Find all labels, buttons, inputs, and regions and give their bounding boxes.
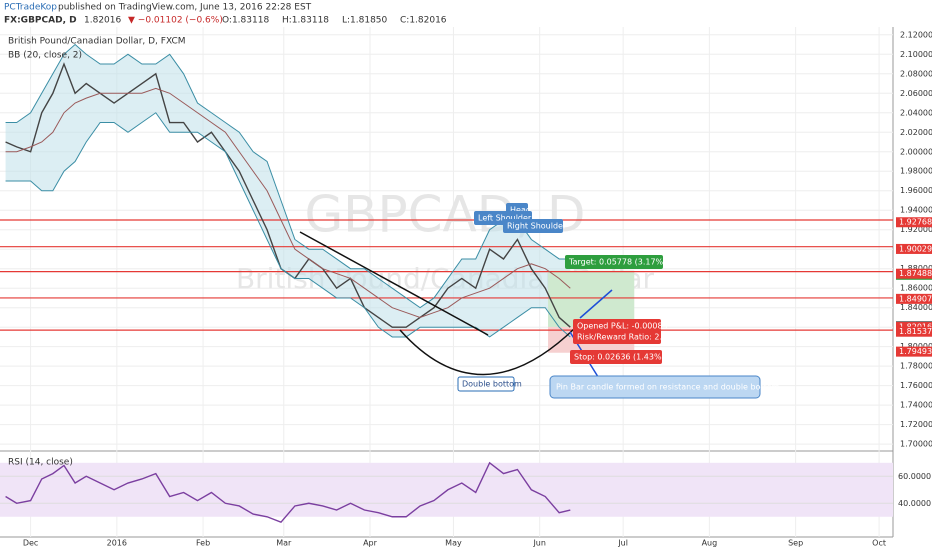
y-tick-label: 2.06000 <box>900 89 932 98</box>
price-label-box <box>896 217 932 228</box>
series-line <box>5 43 571 309</box>
price-label: 1.84907 <box>899 294 932 303</box>
x-tick-label: Aug <box>702 539 718 548</box>
trendline <box>299 231 489 336</box>
risk-reward: Risk/Reward Ratio: 2.22 <box>577 333 672 342</box>
published: published on TradingView.com, June 13, 2… <box>58 3 312 13</box>
y-tick-label: 2.04000 <box>900 108 932 117</box>
price-label-box <box>896 293 932 304</box>
y-tick-label: 1.98000 <box>900 167 932 176</box>
target-zone <box>548 270 635 327</box>
high: H:1.83118 <box>282 16 329 26</box>
legend-indicator: BB (20, close, 2) <box>8 51 82 61</box>
price-label: 1.81537 <box>899 327 932 336</box>
y-tick-label: 1.74000 <box>900 401 932 410</box>
stop: Stop: 0.02636 (1.43%) <box>574 353 665 362</box>
x-tick-label: Sep <box>788 539 803 548</box>
x-tick-label: Mar <box>276 539 292 548</box>
note-box <box>549 375 761 399</box>
price-label: 1.87488 <box>899 269 932 278</box>
double-bottom: Double bottom <box>462 380 522 389</box>
price-label-box <box>896 346 932 357</box>
x-tick-label: Jun <box>532 539 546 548</box>
stop-box <box>570 350 662 364</box>
x-tick-label: Apr <box>363 539 378 548</box>
pnl-box <box>573 319 661 333</box>
close: C:1.82016 <box>400 16 447 26</box>
series-line <box>5 112 571 338</box>
y-tick-label: 40.0000 <box>898 499 931 508</box>
rsi-band <box>0 462 893 517</box>
price-label: 1.92768 <box>899 218 932 227</box>
y-tick-label: 1.94000 <box>900 206 932 215</box>
price-label-box <box>896 326 932 337</box>
note: Pin Bar candle formed on resistance and … <box>556 383 782 392</box>
target-box <box>565 255 663 269</box>
right-shoulder-box <box>503 219 563 233</box>
y-tick-label: 1.84000 <box>900 303 932 312</box>
y-tick-label: 2.12000 <box>900 30 932 39</box>
y-tick-label: 2.10000 <box>900 50 932 59</box>
y-tick-label: 1.86000 <box>900 284 932 293</box>
y-tick-label: 1.92000 <box>900 225 932 234</box>
x-tick-label: Dec <box>23 539 38 548</box>
price-label-box <box>896 243 932 254</box>
watermark: GBPCAD, D <box>304 186 585 244</box>
open: O:1.83118 <box>222 16 269 26</box>
y-tick-label: 60.0000 <box>898 472 931 481</box>
series-line <box>5 461 571 523</box>
change: ▼ −0.01102 (−0.6%) <box>128 16 223 26</box>
y-tick-label: 1.70000 <box>900 440 932 449</box>
left-shoulder: Left Shoulder <box>478 214 532 223</box>
last: 1.82016 <box>84 16 121 26</box>
y-tick-label: 1.76000 <box>900 381 932 390</box>
y-tick-label: 1.78000 <box>900 362 932 371</box>
target-arrow <box>579 289 613 319</box>
x-tick-label: Oct <box>872 539 886 548</box>
y-tick-label: 2.02000 <box>900 128 932 137</box>
x-tick-label: Jul <box>617 539 628 548</box>
price-label-box <box>896 268 932 279</box>
pnl: Opened P&L: -0.00083 <box>577 322 668 331</box>
legend-title: British Pound/Canadian Dollar, D, FXCM <box>8 37 186 47</box>
x-tick-label: Feb <box>196 539 210 548</box>
price-label: 1.90029 <box>899 244 932 253</box>
series-line <box>5 87 571 318</box>
y-tick-label: 1.96000 <box>900 186 932 195</box>
legend-rsi: RSI (14, close) <box>8 458 73 468</box>
head: Head <box>510 206 531 215</box>
x-tick-label: May <box>445 539 462 548</box>
y-tick-label: 2.00000 <box>900 147 932 156</box>
target: Target: 0.05778 (3.17%) <box>568 258 666 267</box>
band-fill <box>5 44 571 337</box>
y-tick-label: 1.72000 <box>900 420 932 429</box>
x-tick-label: 2016 <box>107 539 127 548</box>
symbol: FX:GBPCAD, D <box>4 16 77 26</box>
right-shoulder: Right Shoulder <box>507 222 567 231</box>
double-bottom-arc <box>399 327 576 376</box>
low: L:1.81850 <box>342 16 388 26</box>
price-label: 1.79493 <box>899 347 932 356</box>
double-bottom-box <box>457 376 515 392</box>
author[interactable]: PCTradeKop <box>4 3 57 13</box>
risk-reward-box <box>573 330 661 344</box>
y-tick-label: 2.08000 <box>900 69 932 78</box>
